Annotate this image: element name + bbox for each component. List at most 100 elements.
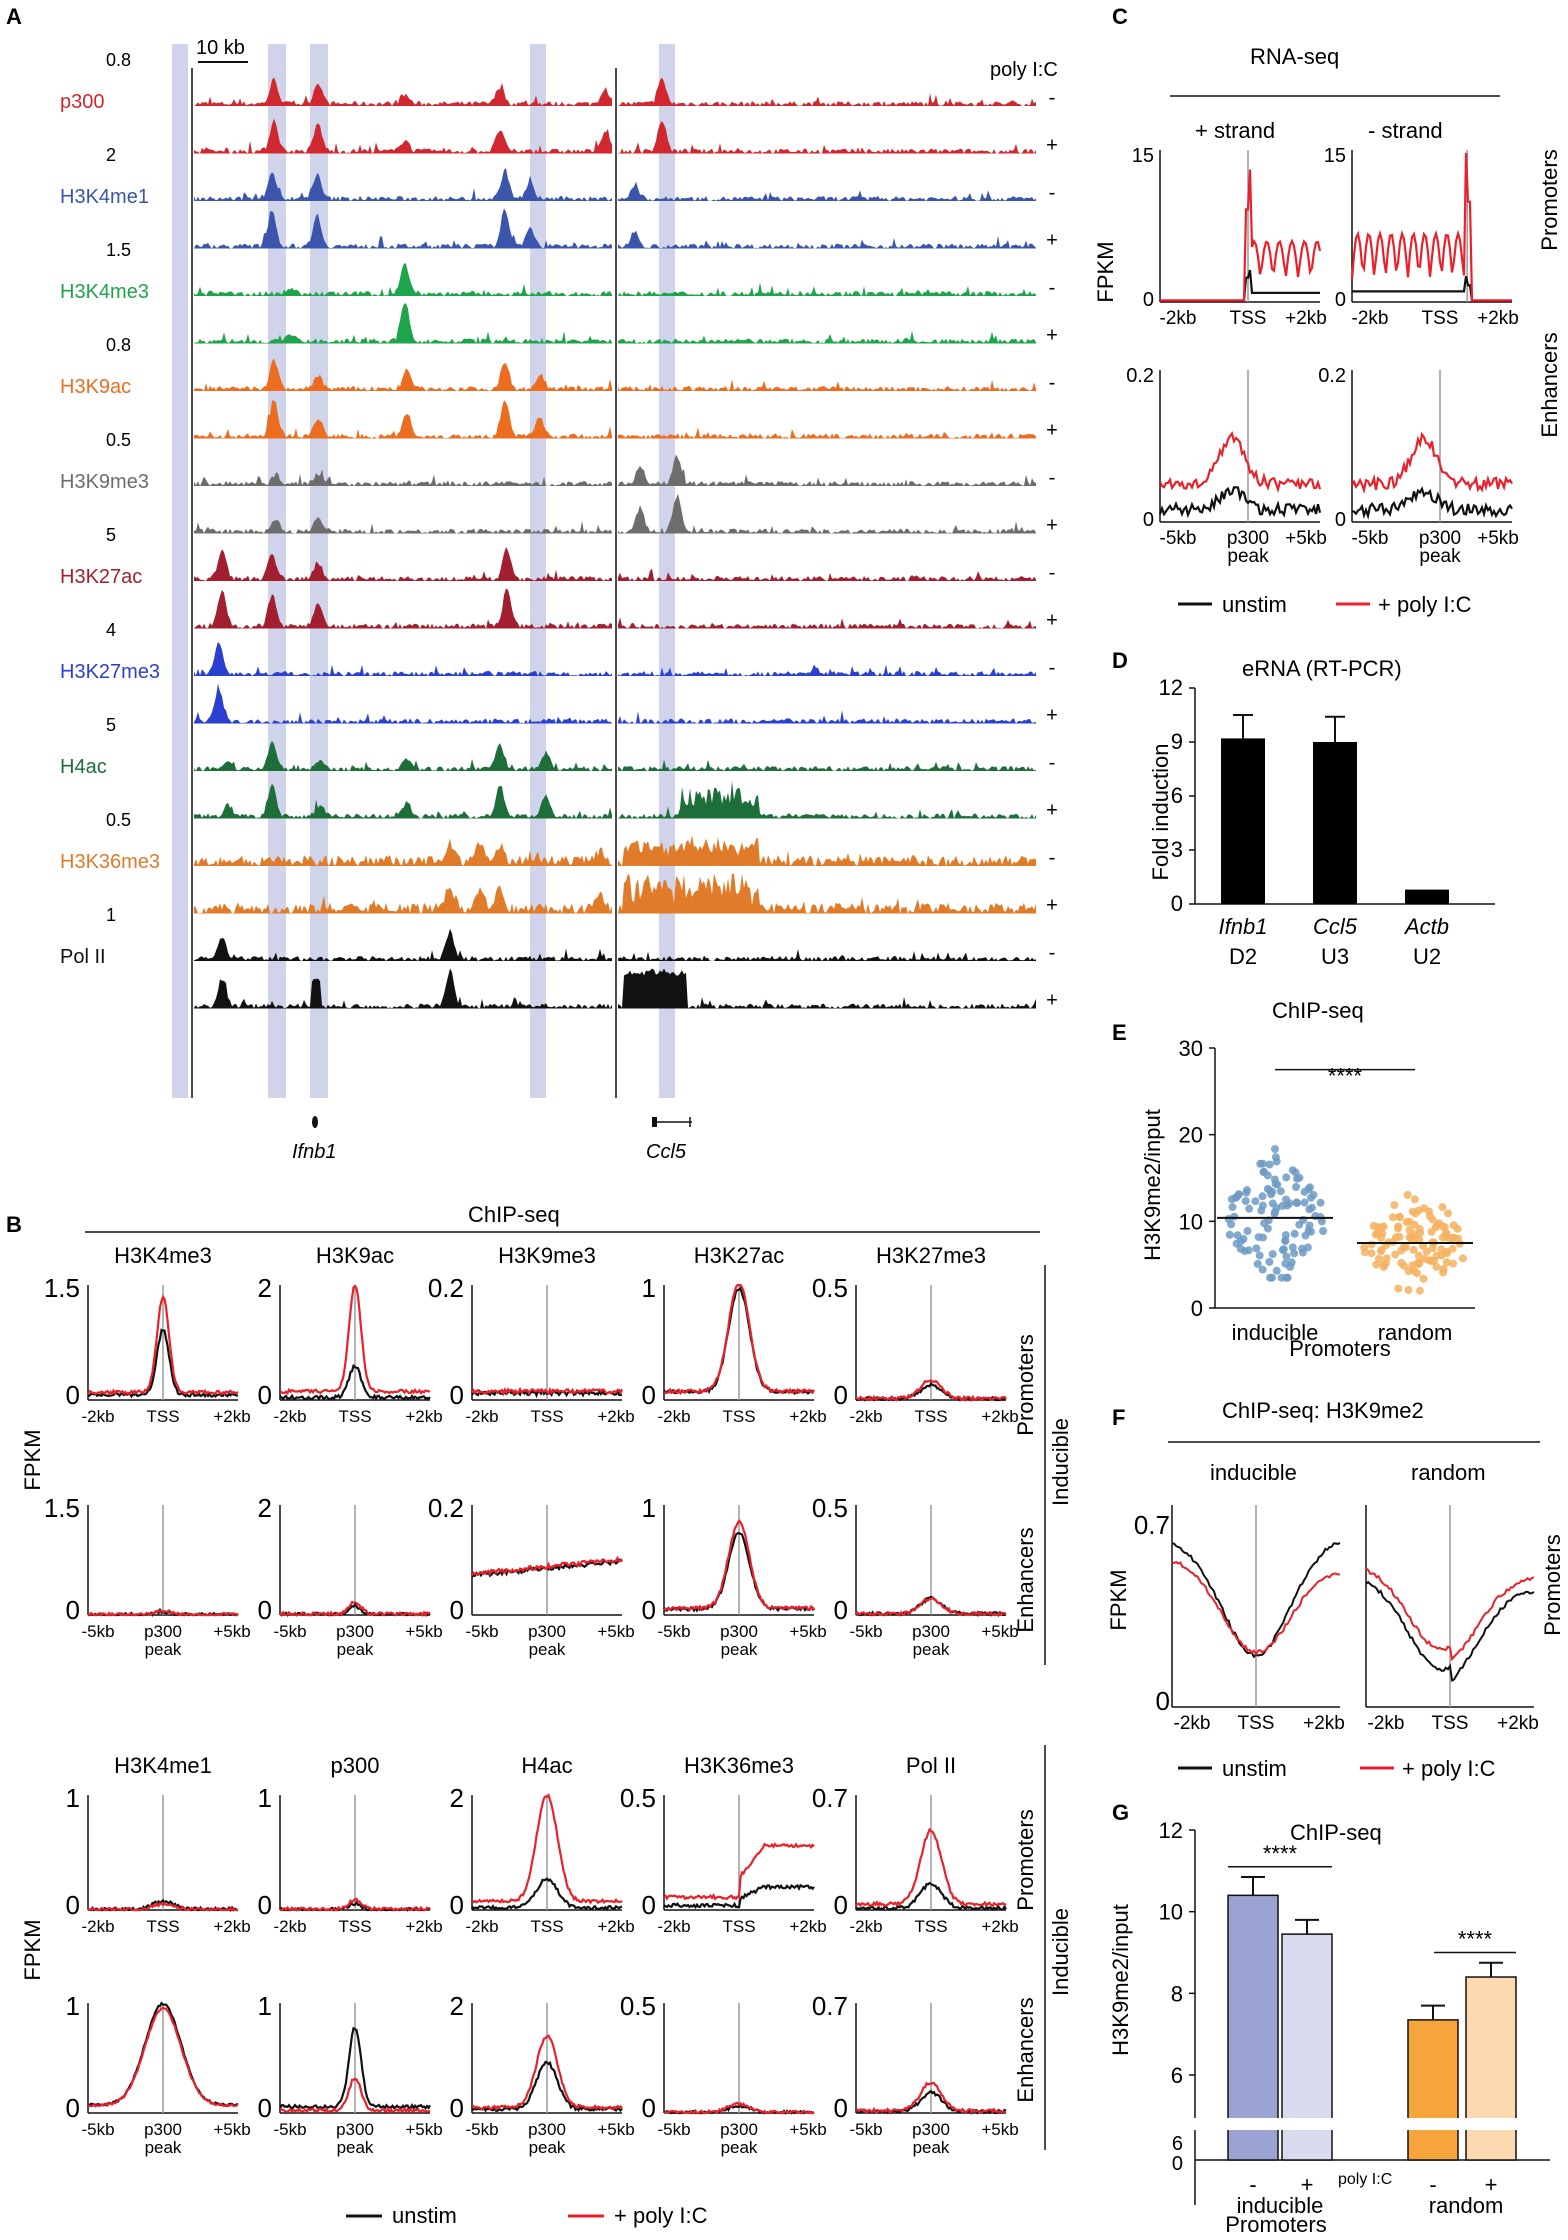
e-dot-random bbox=[1402, 1243, 1410, 1252]
panel-d-bars: 0 3 6 9 12 Ifnb1 D2 Ccl5 U3 Actb U2 bbox=[1159, 675, 1495, 969]
profile-tick: -5kb bbox=[849, 1622, 882, 1641]
panel-c-legend-stim: + poly I:C bbox=[1378, 592, 1472, 617]
profile-ymax: 2 bbox=[258, 1273, 272, 1303]
e-dot-inducible bbox=[1259, 1233, 1267, 1242]
d-sub-label-2: U2 bbox=[1413, 944, 1441, 969]
e-dot-random bbox=[1379, 1262, 1388, 1271]
e-dot-random bbox=[1400, 1261, 1408, 1270]
mark-title-4: H3K27me3 bbox=[876, 1243, 986, 1268]
profile-tick: p300 bbox=[336, 2120, 374, 2139]
profile-line-stim bbox=[663, 1519, 815, 1612]
g-group-label-1: random bbox=[1429, 2193, 1504, 2218]
c-tick: +5kb bbox=[1285, 528, 1327, 549]
profile-tick: TSS bbox=[722, 1407, 755, 1426]
track-scale-3: 0.8 bbox=[106, 335, 131, 355]
profile-ymax: 2 bbox=[450, 1783, 464, 1813]
panel-d: D eRNA (RT-PCR) Fold induction 0 3 6 9 12 Ifn… bbox=[1112, 648, 1495, 969]
panel-c-legend-unstim: unstim bbox=[1222, 592, 1287, 617]
e-dot-random bbox=[1440, 1223, 1449, 1232]
e-dot-inducible bbox=[1233, 1231, 1242, 1240]
profile-zero: 0 bbox=[642, 1380, 656, 1410]
track-condition-1-1: + bbox=[1046, 230, 1058, 252]
profile-tick: TSS bbox=[914, 1407, 947, 1426]
g-break-tick-a: 6 bbox=[1172, 2133, 1183, 2155]
profile-tick: +5kb bbox=[981, 1622, 1018, 1641]
track-condition-5-0: - bbox=[1049, 562, 1056, 584]
profile-line-stim bbox=[279, 2077, 431, 2114]
signal-track-5-0-1 bbox=[618, 568, 1036, 581]
c-tick: -5kb bbox=[1160, 528, 1197, 549]
signal-track-2-0-1 bbox=[618, 282, 1036, 296]
e-dot-inducible bbox=[1300, 1187, 1309, 1196]
track-condition-0-0: - bbox=[1049, 87, 1056, 109]
signal-track-7-0-0 bbox=[194, 740, 612, 771]
legend-stim-label: + poly I:C bbox=[614, 2203, 708, 2228]
e-dot-random bbox=[1415, 1286, 1424, 1295]
e-dot-random bbox=[1415, 1224, 1424, 1233]
profile-zero: 0 bbox=[834, 1380, 848, 1410]
profile-tick: -2kb bbox=[81, 1407, 114, 1426]
signal-track-7-1-0 bbox=[194, 783, 612, 819]
f-tick: -2kb bbox=[1368, 1713, 1405, 1734]
mark-title-9: Pol II bbox=[906, 1753, 956, 1778]
profile-line-stim bbox=[87, 1901, 238, 1912]
c-ymax: 0.2 bbox=[1318, 365, 1346, 387]
genome-tracks: p300 0.8 - + H3K4me1 2 - + H3K4me3 1.5 - + H3K9ac 0.8… bbox=[60, 50, 1058, 1012]
profile-zero: 0 bbox=[450, 1595, 464, 1625]
signal-track-4-1-0 bbox=[194, 517, 612, 534]
panel-f-ylabel: FPKM bbox=[1106, 1569, 1131, 1630]
profile-tick: -2kb bbox=[657, 1407, 690, 1426]
panel-c-ylabel: FPKM bbox=[1093, 241, 1118, 302]
ifnb1-gene-glyph bbox=[312, 1116, 318, 1128]
signal-track-3-1-0 bbox=[194, 400, 612, 439]
e-dot-random bbox=[1419, 1274, 1428, 1283]
e-dot-inducible bbox=[1276, 1187, 1285, 1196]
e-dot-random bbox=[1432, 1251, 1441, 1260]
g-break-tick-b: 0 bbox=[1172, 2153, 1183, 2175]
group-label-inducible-1: Inducible bbox=[1048, 1418, 1073, 1506]
profile-tick: p300 bbox=[144, 2120, 182, 2139]
g-sig-label-2: **** bbox=[1458, 1927, 1493, 1952]
profile-zero: 0 bbox=[450, 1380, 464, 1410]
profile-tick: TSS bbox=[530, 1407, 563, 1426]
profile-tick: p300 bbox=[336, 1622, 374, 1641]
signal-track-8-0-1 bbox=[618, 835, 1036, 866]
profile-tick: +5kb bbox=[981, 2120, 1018, 2139]
profile-zero: 0 bbox=[642, 1890, 656, 1920]
row-label-enhancers-1: Enhancers bbox=[1013, 1527, 1038, 1632]
panel-f-legend-stim: + poly I:C bbox=[1402, 1756, 1496, 1781]
signal-track-6-1-0 bbox=[194, 683, 612, 724]
profile-line-stim bbox=[855, 1827, 1007, 1908]
g-bar-2 bbox=[1407, 2019, 1459, 2161]
signal-track-9-0-1 bbox=[618, 949, 1036, 961]
e-dot-random bbox=[1438, 1203, 1447, 1212]
e-dot-inducible bbox=[1288, 1166, 1297, 1175]
profile-line-stim bbox=[663, 2101, 815, 2115]
profile-tick: peak bbox=[337, 1640, 374, 1659]
mark-title-7: H4ac bbox=[521, 1753, 572, 1778]
e-dot-random bbox=[1395, 1232, 1404, 1241]
signal-track-7-1-1 bbox=[618, 780, 1036, 819]
profile-zero: 0 bbox=[450, 2093, 464, 2123]
d-ytick-label: 0 bbox=[1171, 891, 1183, 916]
panel-g-ylabel: H3K9me2/input bbox=[1108, 1904, 1133, 2056]
profile-ymax: 0.2 bbox=[428, 1273, 464, 1303]
f-line-stim bbox=[1171, 1560, 1341, 1657]
panel-f-row-promoters: Promoters bbox=[1540, 1534, 1565, 1635]
e-dot-inducible bbox=[1255, 1251, 1264, 1260]
panel-c: C RNA-seq + strand - strand 15 0 -2kb TSS +2… bbox=[1093, 4, 1562, 617]
profile-zero: 0 bbox=[258, 1380, 272, 1410]
e-dot-inducible bbox=[1234, 1190, 1243, 1199]
g-bar-3 bbox=[1465, 1976, 1517, 2161]
track-condition-6-0: - bbox=[1049, 657, 1056, 679]
panel-f: F ChIP-seq: H3K9me2 inducible random FPK… bbox=[1106, 1398, 1565, 1781]
poly-ic-header: poly I:C bbox=[990, 59, 1058, 81]
profile-zero: 0 bbox=[66, 1380, 80, 1410]
profile-ymax: 1 bbox=[258, 1991, 272, 2021]
c-zero: 0 bbox=[1143, 289, 1154, 311]
profile-ymax: 1.5 bbox=[44, 1273, 80, 1303]
c-tick: +2kb bbox=[1285, 308, 1327, 329]
profile-tick: p300 bbox=[912, 1622, 950, 1641]
track-condition-8-1: + bbox=[1046, 895, 1058, 917]
profile-ymax: 0.7 bbox=[812, 1783, 848, 1813]
